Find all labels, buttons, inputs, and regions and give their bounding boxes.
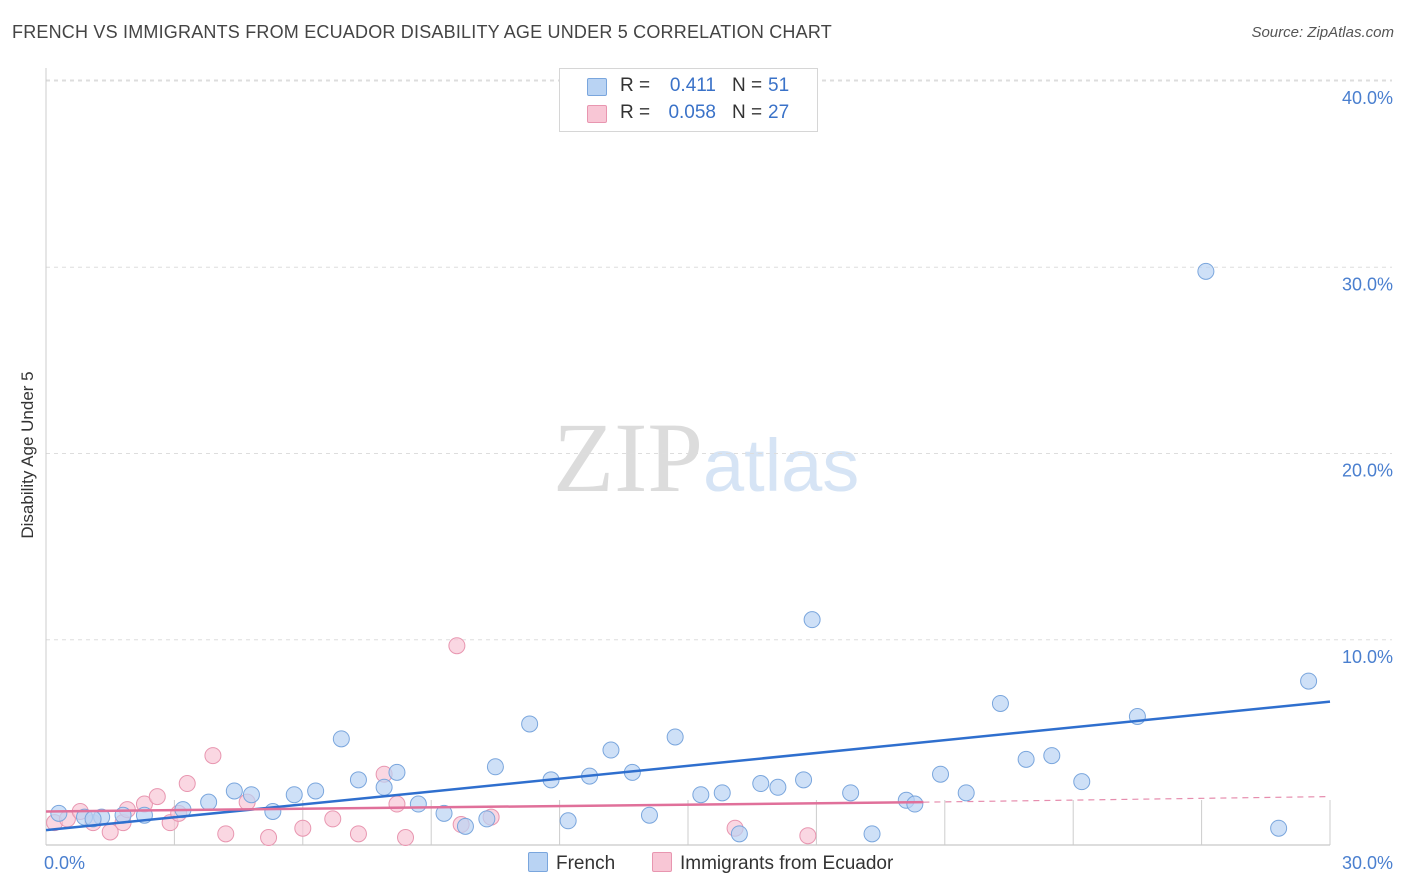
ecuador-point — [397, 829, 415, 847]
french-point — [666, 728, 684, 746]
french-point — [285, 786, 303, 804]
watermark-zip: ZIP — [553, 402, 703, 513]
trend-lines — [45, 700, 1331, 832]
french-point — [486, 758, 504, 776]
french-point — [478, 810, 496, 828]
french-point — [713, 784, 731, 802]
french-point — [957, 784, 975, 802]
bottom-legend-label-french: French — [556, 853, 616, 874]
french-point — [1300, 672, 1318, 690]
bottom-legend-french: French — [528, 852, 615, 875]
tick-labels: 10.0% 20.0% 30.0% 40.0% 0.0% 30.0% — [44, 88, 1393, 873]
french-point — [521, 715, 539, 733]
ecuador-point — [260, 829, 278, 847]
ecuador-point — [388, 795, 406, 813]
legend-n-label: N = — [732, 75, 763, 96]
french-point — [50, 804, 68, 822]
y-tick-label: 10.0% — [1342, 647, 1393, 667]
ecuador-point — [294, 819, 312, 837]
grid-lines — [46, 79, 1392, 641]
ecuador-point — [349, 825, 367, 843]
french-point — [307, 782, 325, 800]
ecuador-trend-line — [45, 800, 924, 813]
french-point — [1043, 747, 1061, 765]
french-point — [1073, 773, 1091, 791]
french-point — [730, 825, 748, 843]
french-point — [349, 771, 367, 789]
french-point — [200, 793, 218, 811]
french-point — [692, 786, 710, 804]
french-point — [863, 825, 881, 843]
legend-n-label: N = — [732, 102, 763, 123]
watermark: ZIPatlas — [553, 400, 859, 515]
legend-n-value: 51 — [768, 75, 790, 96]
french-point — [242, 786, 260, 804]
french-point — [602, 741, 620, 759]
french-point — [1017, 750, 1035, 768]
french-point — [409, 795, 427, 813]
chart-title: FRENCH VS IMMIGRANTS FROM ECUADOR DISABI… — [12, 22, 832, 42]
ecuador-trend-extension — [923, 795, 1331, 803]
french-point — [1270, 819, 1288, 837]
legend-n-value: 27 — [768, 102, 790, 123]
french-point — [1197, 262, 1215, 280]
ecuador-point — [799, 827, 817, 845]
watermark-atlas: atlas — [703, 424, 860, 507]
french-point — [906, 795, 924, 813]
legend-r-label: R = — [620, 102, 651, 123]
ecuador-point — [204, 747, 222, 765]
bottom-legend-label-ecuador: Immigrants from Ecuador — [680, 853, 894, 874]
x-tick-label: 30.0% — [1342, 853, 1393, 873]
ecuador-point — [148, 788, 166, 806]
legend-swatch-french — [587, 78, 607, 96]
french-point — [225, 782, 243, 800]
legend-r-value: 0.411 — [669, 75, 716, 96]
bottom-legend-swatch-french — [528, 852, 548, 872]
french-point — [640, 806, 658, 824]
french-point — [375, 778, 393, 796]
bottom-legend-swatch-ecuador — [652, 852, 672, 872]
legend-row-french: R = 0.411 N = 51 — [560, 74, 817, 100]
french-point — [752, 775, 770, 793]
y-tick-label: 40.0% — [1342, 88, 1393, 108]
legend: R = 0.411 N = 51 R = 0.058 N = 27 — [559, 68, 818, 132]
french-point — [795, 771, 813, 789]
french-point — [435, 804, 453, 822]
source-credit: Source: ZipAtlas.com — [1251, 24, 1394, 41]
ecuador-point — [324, 810, 342, 828]
legend-r-value: 0.058 — [668, 102, 716, 123]
ecuador-point — [217, 825, 235, 843]
x-tick-label: 0.0% — [44, 853, 85, 873]
series-french-points — [50, 262, 1318, 843]
bottom-legend-ecuador: Immigrants from Ecuador — [652, 852, 893, 875]
french-point — [932, 765, 950, 783]
y-tick-label: 30.0% — [1342, 274, 1393, 294]
legend-r-label: R = — [620, 75, 651, 96]
legend-swatch-ecuador — [587, 105, 607, 123]
french-point — [332, 730, 350, 748]
french-point — [559, 812, 577, 830]
axes — [45, 68, 1331, 846]
french-point — [991, 694, 1009, 712]
french-point — [388, 763, 406, 781]
french-point — [456, 817, 474, 835]
french-point — [769, 778, 787, 796]
ecuador-point — [448, 637, 466, 655]
ecuador-point — [178, 775, 196, 793]
y-tick-label: 20.0% — [1342, 461, 1393, 481]
legend-row-ecuador: R = 0.058 N = 27 — [560, 101, 817, 127]
french-point — [803, 611, 821, 629]
french-point — [842, 784, 860, 802]
